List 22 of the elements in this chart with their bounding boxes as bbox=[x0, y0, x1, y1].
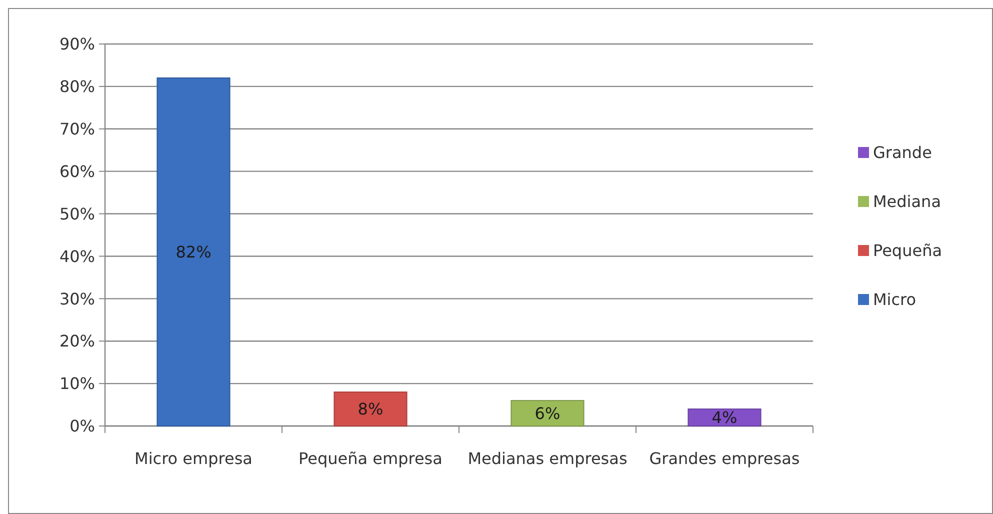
x-tick-label: Micro empresa bbox=[134, 449, 252, 468]
y-tick-label: 30% bbox=[59, 289, 95, 308]
x-tick-label: Medianas empresas bbox=[468, 449, 628, 468]
y-tick-label: 10% bbox=[59, 374, 95, 394]
y-tick-label: 70% bbox=[59, 119, 95, 138]
y-tick-label: 50% bbox=[59, 204, 95, 224]
x-tick-label: Grandes empresas bbox=[649, 449, 800, 468]
legend-label: Grande bbox=[873, 142, 932, 162]
y-tick-label: 0% bbox=[70, 416, 95, 436]
y-tick-label: 90% bbox=[59, 34, 95, 54]
y-tick-label: 60% bbox=[59, 162, 95, 181]
text: 6% bbox=[534, 404, 560, 423]
text: 82% bbox=[176, 242, 212, 262]
legend-label: Pequeña bbox=[873, 240, 942, 260]
y-tick-label: 20% bbox=[59, 332, 95, 351]
legend-label: Mediana bbox=[873, 192, 941, 211]
x-tick-label: Pequeña empresa bbox=[298, 449, 442, 468]
text: 4% bbox=[712, 408, 738, 428]
text: 8% bbox=[358, 400, 384, 419]
y-tick-label: 40% bbox=[59, 246, 95, 266]
legend-label: Micro bbox=[873, 290, 916, 309]
y-tick-label: 80% bbox=[59, 77, 95, 96]
